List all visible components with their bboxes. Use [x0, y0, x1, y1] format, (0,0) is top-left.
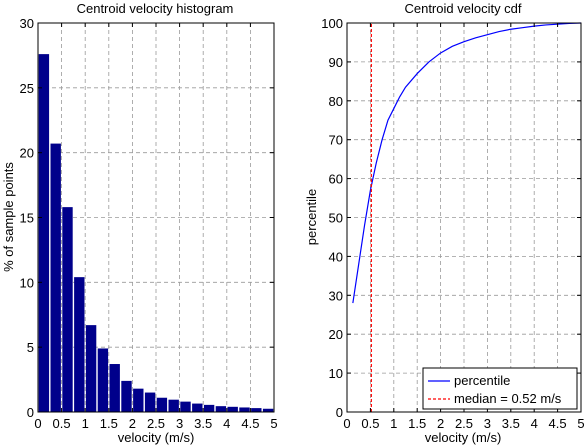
histogram-y-tick-label: 0 — [27, 405, 34, 420]
histogram-x-tick-label: 3.5 — [194, 416, 212, 431]
histogram-grid — [38, 23, 274, 412]
histogram-x-tick-label: 3 — [176, 416, 183, 431]
cdf-y-tick-label: 50 — [329, 211, 343, 226]
histogram-x-tick-label: 0 — [34, 416, 41, 431]
histogram-bar — [262, 408, 274, 412]
histogram-title: Centroid velocity histogram — [77, 1, 234, 16]
histogram-x-tick-label: 2 — [129, 416, 136, 431]
cdf-x-tick-label: 3.5 — [502, 416, 520, 431]
cdf-y-tick-label: 100 — [321, 16, 343, 31]
histogram-x-tick-label: 1 — [82, 416, 89, 431]
histogram-bar — [156, 397, 168, 412]
cdf-y-ticks: 0 10 20 30 40 50 60 70 80 90 100 — [321, 16, 581, 420]
histogram-x-tick-label: 4 — [223, 416, 230, 431]
histogram-y-tick-label: 5 — [27, 340, 34, 355]
cdf-y-tick-label: 10 — [329, 366, 343, 381]
histogram-bar — [192, 403, 203, 412]
cdf-x-tick-label: 3 — [484, 416, 491, 431]
cdf-x-axis-label: velocity (m/s) — [425, 430, 502, 445]
cdf-y-tick-label: 80 — [329, 94, 343, 109]
histogram-y-tick-label: 25 — [20, 81, 34, 96]
histogram-bar — [38, 54, 50, 413]
histogram-bar — [121, 380, 132, 412]
cdf-x-tick-label: 5 — [577, 416, 584, 431]
cdf-x-tick-label: 4.5 — [549, 416, 567, 431]
histogram-bar — [85, 325, 97, 412]
histogram-bar — [62, 207, 73, 412]
cdf-y-tick-label: 90 — [329, 55, 343, 70]
histogram-bar — [227, 406, 238, 412]
histogram-bar — [215, 406, 227, 412]
histogram-x-tick-label: 5 — [270, 416, 277, 431]
histogram-y-ticks: 0 5 10 15 20 25 30 — [20, 16, 274, 420]
histogram-bar — [74, 277, 85, 412]
cdf-chart: Centroid velocity cdf 0 0.5 1 1.5 2 2.5 3 3.5 4 4… — [304, 1, 585, 445]
histogram-bar — [251, 408, 262, 412]
histogram-x-tick-label: 4.5 — [241, 416, 259, 431]
cdf-x-tick-label: 2 — [437, 416, 444, 431]
cdf-y-tick-label: 60 — [329, 172, 343, 187]
histogram-x-tick-label: 1.5 — [100, 416, 118, 431]
cdf-title: Centroid velocity cdf — [404, 1, 521, 16]
histogram-bar — [50, 143, 61, 412]
cdf-x-tick-label: 2.5 — [455, 416, 473, 431]
histogram-bar — [239, 407, 250, 412]
cdf-y-tick-label: 30 — [329, 288, 343, 303]
cdf-x-tick-label: 1 — [390, 416, 397, 431]
cdf-legend-box — [422, 367, 578, 410]
cdf-y-tick-label: 20 — [329, 327, 343, 342]
histogram-bar — [203, 404, 215, 412]
cdf-y-axis-label: percentile — [304, 189, 319, 245]
histogram-x-axis-label: velocity (m/s) — [118, 430, 195, 445]
cdf-y-tick-label: 40 — [329, 249, 343, 264]
histogram-bar — [133, 388, 144, 412]
legend-label-percentile: percentile — [454, 373, 510, 388]
legend-label-median: median = 0.52 m/s — [454, 391, 562, 406]
cdf-grid — [347, 23, 581, 412]
histogram-bars — [38, 54, 274, 413]
histogram-bar — [97, 348, 109, 412]
cdf-x-tick-label: 0 — [343, 416, 350, 431]
cdf-y-tick-label: 70 — [329, 133, 343, 148]
cdf-x-tick-label: 1.5 — [408, 416, 426, 431]
histogram-x-tick-label: 0.5 — [53, 416, 71, 431]
histogram-y-tick-label: 10 — [20, 275, 34, 290]
cdf-x-tick-label: 4 — [531, 416, 538, 431]
histogram-x-tick-label: 2.5 — [147, 416, 165, 431]
cdf-x-ticks: 0 0.5 1 1.5 2 2.5 3 3.5 4 4.5 5 — [343, 23, 585, 431]
histogram-bar — [144, 392, 156, 412]
cdf-legend: percentile median = 0.52 m/s — [422, 367, 578, 410]
histogram-bar — [109, 364, 120, 412]
histogram-bar — [180, 401, 191, 412]
histogram-y-tick-label: 30 — [20, 16, 34, 31]
histogram-y-axis-label: % of sample points — [1, 162, 16, 272]
histogram-chart: Centroid velocity histogram 0 0.5 1 1.5 2 2.5… — [1, 1, 278, 445]
histogram-x-ticks: 0 0.5 1 1.5 2 2.5 3 3.5 4 4.5 5 — [34, 23, 278, 431]
histogram-y-tick-label: 20 — [20, 146, 34, 161]
histogram-y-tick-label: 15 — [20, 211, 34, 226]
histogram-bar — [168, 399, 179, 412]
cdf-x-tick-label: 0.5 — [361, 416, 379, 431]
cdf-y-tick-label: 0 — [336, 405, 343, 420]
